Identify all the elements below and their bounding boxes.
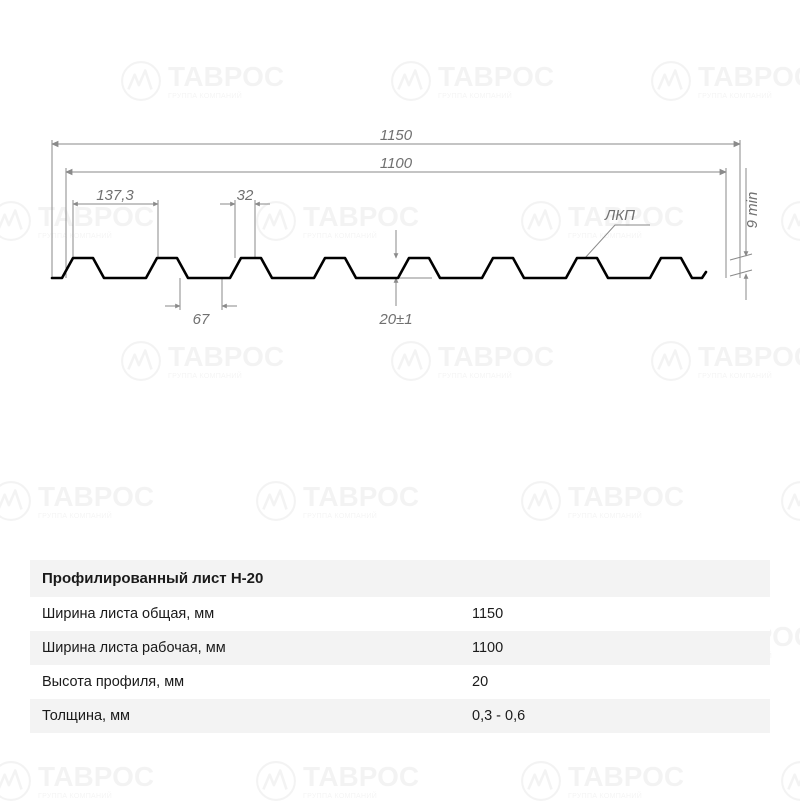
dim-pitch-label: 137,3: [96, 187, 134, 204]
watermark-instance: ТАВРОСГРУППА КОМПАНИЙ: [0, 480, 154, 522]
dim-bottom-flat-label: 67: [193, 311, 210, 328]
watermark-instance: ТАВРОСГРУППА КОМПАНИЙ: [120, 60, 284, 102]
profile-diagram: 1150 1100 137,3 32 67 20±1: [40, 130, 760, 350]
spec-label: Ширина листа рабочая, мм: [42, 640, 472, 656]
watermark-instance: ТАВРОСГРУППА КОМПАНИЙ: [255, 480, 419, 522]
spec-table: Профилированный лист Н-20 Ширина листа о…: [30, 560, 770, 733]
watermark-instance: ТАВРОСГРУППА КОМПАНИЙ: [780, 480, 800, 522]
watermark-subtitle: ГРУППА КОМПАНИЙ: [168, 93, 284, 100]
dim-overlap: 9 min: [730, 168, 760, 300]
spec-row: Ширина листа общая, мм1150: [30, 597, 770, 631]
watermark-instance: ТАВРОСГРУППА КОМПАНИЙ: [520, 480, 684, 522]
spec-value: 1150: [472, 606, 503, 622]
watermark-subtitle: ГРУППА КОМПАНИЙ: [698, 373, 800, 380]
dim-total-width-label: 1150: [380, 130, 413, 144]
callout-coating: ЛКП: [585, 207, 650, 258]
dim-top-flat-label: 32: [237, 187, 254, 204]
watermark-instance: ТАВРОСГРУППА КОМПАНИЙ: [390, 60, 554, 102]
watermark-text: ТАВРОС: [303, 761, 419, 792]
dim-top-flat: 32: [220, 187, 270, 258]
callout-coating-label: ЛКП: [604, 207, 635, 224]
spec-row: Ширина листа рабочая, мм1100: [30, 631, 770, 665]
dim-pitch: 137,3: [73, 187, 158, 258]
watermark-instance: ТАВРОСГРУППА КОМПАНИЙ: [780, 760, 800, 802]
watermark-text: ТАВРОС: [698, 61, 800, 92]
watermark-instance: ТАВРОСГРУППА КОМПАНИЙ: [255, 760, 419, 802]
spec-title: Профилированный лист Н-20: [30, 560, 770, 597]
spec-value: 0,3 - 0,6: [472, 708, 525, 724]
watermark-subtitle: ГРУППА КОМПАНИЙ: [438, 93, 554, 100]
dim-overlap-label: 9 min: [744, 192, 760, 229]
watermark-subtitle: ГРУППА КОМПАНИЙ: [303, 513, 419, 520]
spec-label: Толщина, мм: [42, 708, 472, 724]
watermark-subtitle: ГРУППА КОМПАНИЙ: [438, 373, 554, 380]
dim-working-width-label: 1100: [380, 155, 413, 172]
dim-height-label: 20±1: [378, 311, 412, 328]
watermark-subtitle: ГРУППА КОМПАНИЙ: [568, 793, 684, 800]
watermark-text: ТАВРОС: [438, 61, 554, 92]
watermark-text: ТАВРОС: [568, 761, 684, 792]
watermark-subtitle: ГРУППА КОМПАНИЙ: [38, 513, 154, 520]
watermark-text: ТАВРОС: [168, 61, 284, 92]
spec-label: Высота профиля, мм: [42, 674, 472, 690]
spec-row: Толщина, мм0,3 - 0,6: [30, 699, 770, 733]
watermark-subtitle: ГРУППА КОМПАНИЙ: [168, 373, 284, 380]
watermark-text: ТАВРОС: [38, 761, 154, 792]
spec-label: Ширина листа общая, мм: [42, 606, 472, 622]
watermark-text: ТАВРОС: [303, 481, 419, 512]
spec-row: Высота профиля, мм20: [30, 665, 770, 699]
watermark-instance: ТАВРОСГРУППА КОМПАНИЙ: [0, 760, 154, 802]
spec-value: 20: [472, 674, 488, 690]
watermark-instance: ТАВРОСГРУППА КОМПАНИЙ: [780, 200, 800, 242]
dim-bottom-flat: 67: [165, 278, 237, 328]
watermark-instance: ТАВРОСГРУППА КОМПАНИЙ: [520, 760, 684, 802]
watermark-instance: ТАВРОСГРУППА КОМПАНИЙ: [650, 60, 800, 102]
watermark-subtitle: ГРУППА КОМПАНИЙ: [303, 793, 419, 800]
watermark-text: ТАВРОС: [568, 481, 684, 512]
watermark-text: ТАВРОС: [38, 481, 154, 512]
spec-value: 1100: [472, 640, 503, 656]
watermark-subtitle: ГРУППА КОМПАНИЙ: [38, 793, 154, 800]
profile-cross-section: [52, 258, 706, 278]
watermark-subtitle: ГРУППА КОМПАНИЙ: [698, 93, 800, 100]
watermark-subtitle: ГРУППА КОМПАНИЙ: [568, 513, 684, 520]
